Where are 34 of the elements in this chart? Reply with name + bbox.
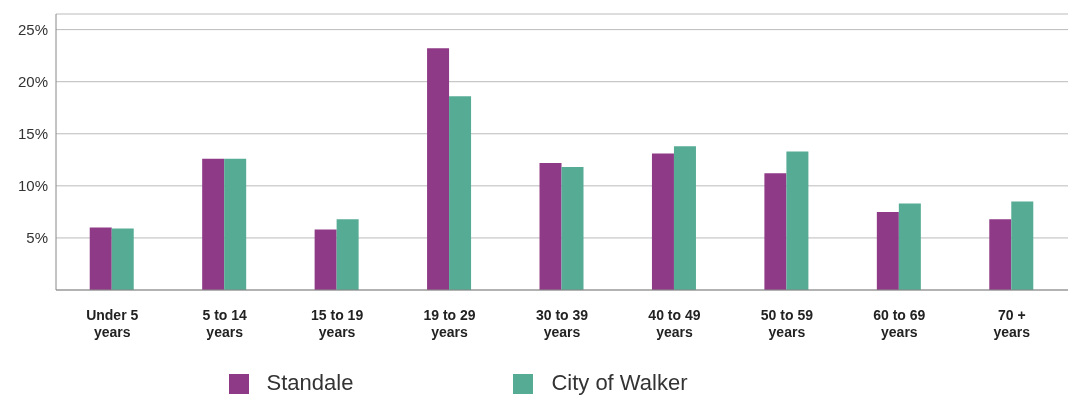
legend-label: Standale (266, 370, 354, 395)
bar (989, 219, 1012, 290)
x-tick-label: 15 to 19 years (311, 307, 364, 340)
x-tick-label: 60 to 69 years (873, 307, 926, 340)
bar (673, 146, 696, 290)
bar (876, 211, 899, 290)
y-tick-label: 25% (17, 20, 48, 38)
bar (224, 158, 247, 290)
bar (786, 151, 809, 290)
x-tick-label: 30 to 39 years (535, 307, 589, 340)
x-tick-label: 5 to 14 years (202, 307, 248, 340)
bar (89, 227, 112, 290)
bar (651, 153, 674, 290)
bar (561, 167, 584, 290)
y-tick-label: 5% (26, 229, 48, 247)
x-tick-label: 70 + years (993, 307, 1031, 340)
x-tick-label: Under 5 years (86, 307, 139, 340)
legend-label: City of Walker (551, 370, 688, 395)
x-tick-label: 50 to 59 years (760, 307, 814, 340)
x-tick-label: 19 to 29 years (423, 307, 476, 340)
bar (1011, 201, 1034, 290)
bar (427, 48, 450, 290)
bar (336, 219, 359, 290)
bar (898, 203, 921, 290)
y-tick-label: 10% (17, 177, 48, 195)
bar (314, 229, 337, 290)
x-tick-label: 40 to 49 years (648, 307, 701, 340)
y-tick-label: 15% (17, 125, 48, 143)
bar (449, 96, 472, 290)
bar (539, 162, 562, 290)
bar (202, 158, 225, 290)
y-tick-label: 20% (17, 73, 48, 91)
bar (111, 228, 134, 290)
bar (764, 173, 787, 290)
